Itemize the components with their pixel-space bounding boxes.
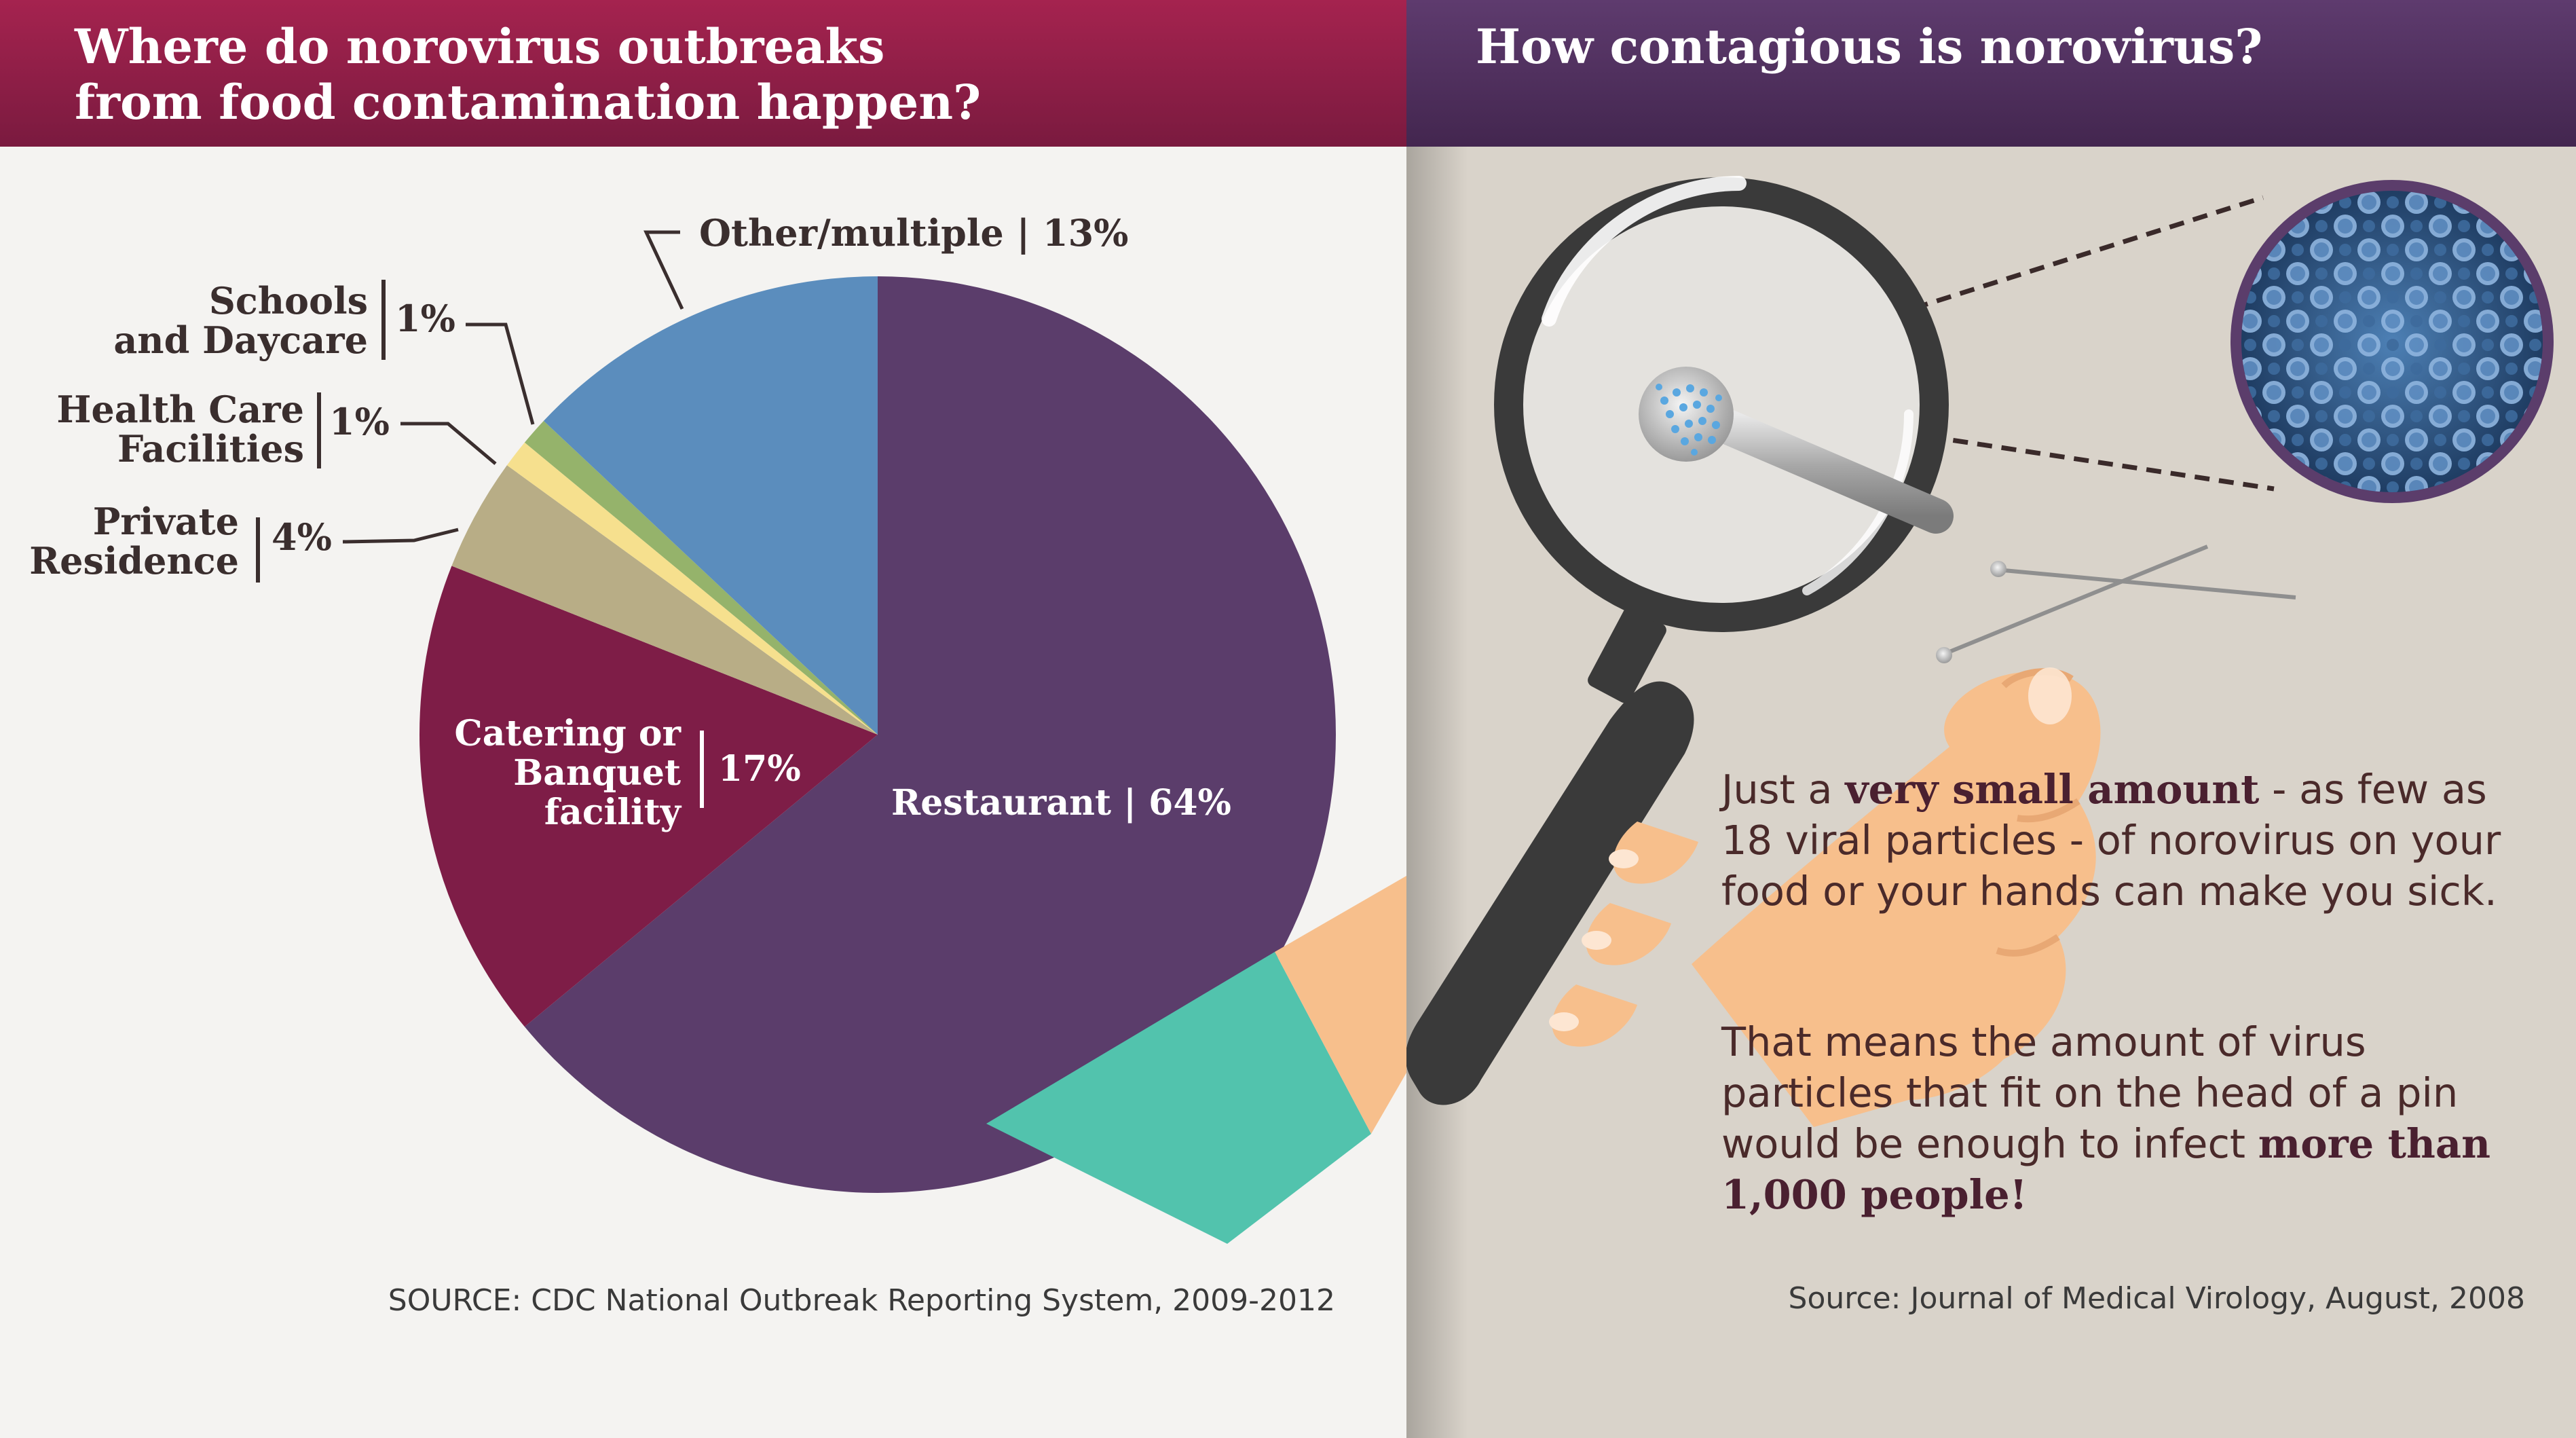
right-panel: How contagious is norovirus?: [1406, 0, 2576, 1438]
left-source: SOURCE: CDC National Outbreak Reporting …: [388, 1283, 1335, 1318]
slice-private-residence: [451, 465, 878, 735]
virus-illustration: [1406, 176, 2554, 1127]
pins: [1936, 545, 2296, 663]
p2-emphasis: more than 1,000 people!: [1721, 1120, 2491, 1218]
p1-text-a: Just a: [1721, 766, 1846, 813]
leader-other: [643, 230, 684, 310]
sleeve-cuff: [986, 952, 1371, 1244]
leader-schools: [466, 322, 535, 425]
body-paragraph-2: That means the amount of virus particles…: [1721, 1016, 2536, 1220]
p2-text-a: That means the amount of virus particles…: [1721, 1018, 2459, 1167]
wrist: [1275, 876, 1406, 1134]
zoom-line-bottom: [1735, 405, 2275, 492]
right-title: How contagious is norovirus?: [1476, 18, 2263, 75]
label-schools-line: Schools: [209, 279, 368, 322]
p1-text-b: - as few as 18 viral particles - of noro…: [1721, 766, 2501, 915]
magnifier-neck: [1588, 607, 1666, 703]
label-catering-pct: 17%: [718, 748, 801, 790]
slice-health-care: [506, 442, 878, 735]
right-source: Source: Journal of Medical Virology, Aug…: [1788, 1281, 2525, 1316]
leader-private: [342, 528, 459, 544]
slice-other: [543, 276, 878, 735]
label-private-pct: 4%: [272, 515, 332, 559]
label-catering-line: facility: [544, 792, 682, 833]
label-catering-line: Catering or: [454, 713, 681, 754]
left-header: Where do norovirus outbreaks from food c…: [0, 0, 1406, 147]
slice-restaurant: [524, 276, 1336, 1193]
pie-chart: Restaurant | 64% Catering orBanquetfacili…: [29, 211, 1406, 1244]
virus-zoom-circle: [2230, 180, 2554, 503]
label-schools-line: and Daycare: [113, 318, 368, 362]
label-catering-line: Banquet: [513, 752, 681, 794]
label-health-pct: 1%: [329, 400, 390, 443]
magnifier-handle: [1406, 681, 1694, 1105]
label-health-line: Health Care: [56, 388, 304, 431]
body-paragraph-1: Just a very small amount - as few as 18 …: [1721, 764, 2536, 917]
label-restaurant: Restaurant | 64%: [891, 782, 1231, 824]
fingers: [1549, 822, 1698, 1047]
magnifier-lens: [1494, 176, 1954, 632]
label-schools-pct: 1%: [395, 297, 455, 340]
left-panel: Where do norovirus outbreaks from food c…: [0, 0, 1406, 1318]
p1-emphasis: very small amount: [1845, 766, 2260, 813]
label-private-line: Private: [93, 500, 239, 543]
label-health-line: Facilities: [117, 427, 304, 471]
label-private-line: Residence: [29, 539, 239, 583]
label-other: Other/multiple | 13%: [699, 211, 1128, 255]
slice-catering: [419, 566, 878, 1027]
leader-health: [400, 422, 497, 465]
left-title: Where do norovirus outbreaks from food c…: [75, 18, 982, 130]
right-header: How contagious is norovirus?: [1406, 0, 2576, 147]
hand: [1692, 667, 2101, 1127]
slice-schools: [524, 420, 878, 735]
